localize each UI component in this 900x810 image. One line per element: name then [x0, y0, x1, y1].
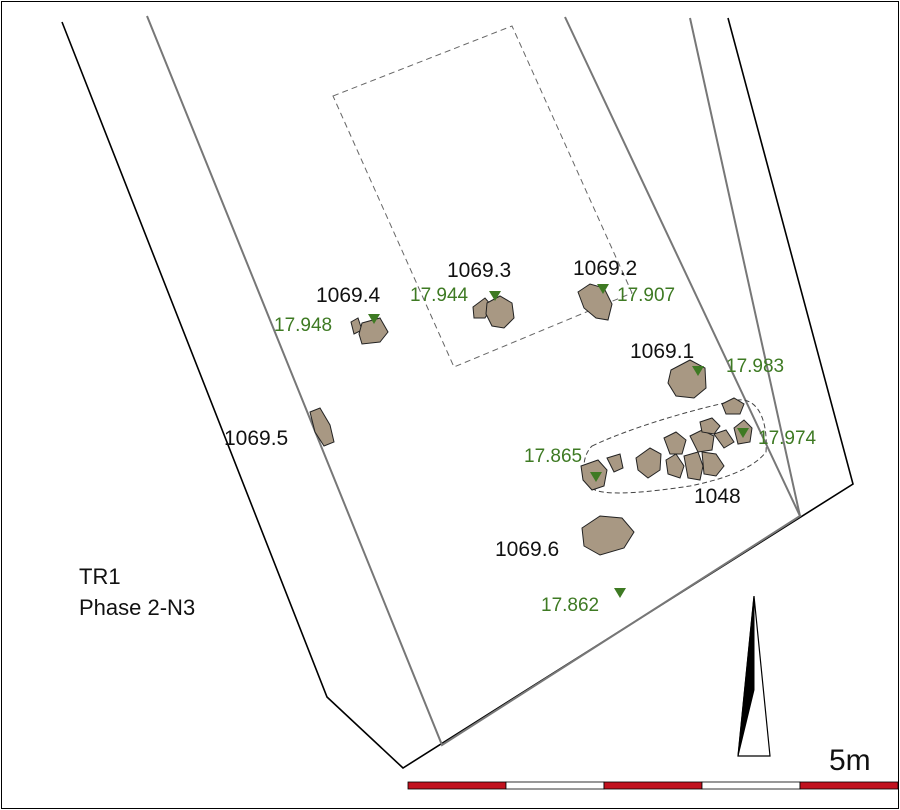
level-label: 17.862	[541, 595, 599, 616]
level-marker-3	[597, 284, 609, 294]
stone-1048-i	[699, 417, 721, 435]
level-marker-6	[590, 472, 602, 482]
scale-seg-1	[407, 781, 507, 790]
stone-1048-e	[683, 451, 704, 481]
level-marker-5	[737, 428, 749, 438]
scale-seg-3	[603, 781, 703, 790]
scale-label: 5m	[829, 744, 871, 777]
scale-bar	[407, 781, 899, 790]
stone-1069-3b	[485, 295, 515, 329]
level-label: 17.983	[726, 356, 784, 377]
excavation-edge	[564, 16, 801, 517]
level-markers	[368, 284, 749, 598]
stone-1048-d	[665, 453, 685, 479]
feature-label: 1069.6	[495, 538, 559, 561]
feature-label: 1069.1	[630, 340, 694, 363]
feature-label: 1069.2	[573, 257, 637, 280]
feature-1048-outline	[583, 399, 767, 494]
level-marker-7	[614, 588, 626, 598]
feature-label: 1069.3	[447, 259, 511, 282]
stone-1069-5	[309, 407, 335, 447]
stone-1048-f	[701, 451, 725, 477]
scale-seg-4	[701, 781, 801, 790]
stone-1048-b	[606, 453, 624, 473]
excavation-boundary	[146, 15, 802, 747]
feature-label: 1048	[694, 485, 741, 508]
level-marker-4	[692, 366, 704, 376]
stone-1048-h	[689, 429, 715, 453]
stone-1048-c	[635, 447, 662, 479]
trench-label: TR1	[79, 564, 121, 589]
north-arrow-icon	[737, 595, 771, 757]
level-label: 17.865	[524, 446, 582, 467]
level-label: 17.944	[410, 285, 469, 306]
feature-label: 1069.4	[316, 284, 381, 307]
level-marker-1	[368, 314, 380, 324]
level-label: 17.974	[758, 428, 817, 449]
stone-1048-j	[713, 429, 735, 449]
stone-1069-2	[577, 283, 613, 321]
stone-1069-6	[581, 515, 635, 556]
level-label: 17.948	[274, 315, 332, 336]
feature-label: 1069.5	[224, 427, 288, 450]
scale-seg-5	[799, 781, 899, 790]
stone-1069-4b	[358, 317, 389, 345]
stone-1069-1	[667, 359, 707, 399]
level-label: 17.907	[617, 285, 675, 306]
stones	[309, 283, 753, 556]
phase-label: Phase 2-N3	[79, 595, 195, 620]
level-marker-2	[489, 291, 501, 301]
scale-seg-2	[505, 781, 605, 790]
stone-1048-l	[721, 397, 745, 415]
trench-boundary	[61, 17, 854, 770]
stone-1048-g	[663, 431, 687, 455]
dashed-area	[332, 25, 633, 368]
